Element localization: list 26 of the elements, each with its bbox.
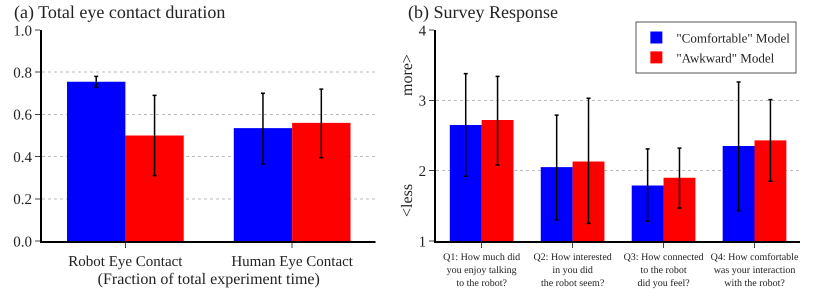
y-tick-label: 2 <box>418 164 426 180</box>
legend-label: "Comfortable" Model <box>676 30 790 46</box>
bar <box>234 128 292 241</box>
y-axis-title: <less more> <box>399 54 416 217</box>
x-tick-label: Q2: How interested in you did the robot seem? <box>533 252 612 289</box>
y-tick-label: 1 <box>418 234 426 250</box>
y-tick-label: 0.0 <box>13 234 32 250</box>
x-tick-label: Q1: How much did you enjoy talking to the robot? <box>443 252 520 289</box>
x-tick-label: Human Eye Contact <box>231 254 354 270</box>
legend-label: "Awkward" Model <box>676 50 775 66</box>
chart-title: (b) Survey Response <box>408 2 558 22</box>
chart-title: (a) Total eye contact duration <box>14 2 226 22</box>
bar <box>67 82 126 241</box>
x-axis-title: (Fraction of total experiment time) <box>98 271 320 288</box>
x-tick-label: Q3: How connected to the robot did you feel? <box>624 252 704 289</box>
bar <box>292 122 351 241</box>
y-tick-label: 0.8 <box>13 65 32 82</box>
y-tick-label: 4 <box>418 23 427 40</box>
y-tick-label: 0.4 <box>13 150 32 166</box>
y-tick-label: 0.2 <box>13 192 32 208</box>
x-tick-label: Q4: How comfortable was your interaction with the robot? <box>710 252 799 289</box>
bar <box>125 136 184 241</box>
y-tick-label: 1.0 <box>13 23 32 40</box>
x-tick-label: Robot Eye Contact <box>68 254 184 270</box>
y-tick-label: 0.6 <box>13 108 32 124</box>
y-tick-label: 3 <box>418 94 426 110</box>
